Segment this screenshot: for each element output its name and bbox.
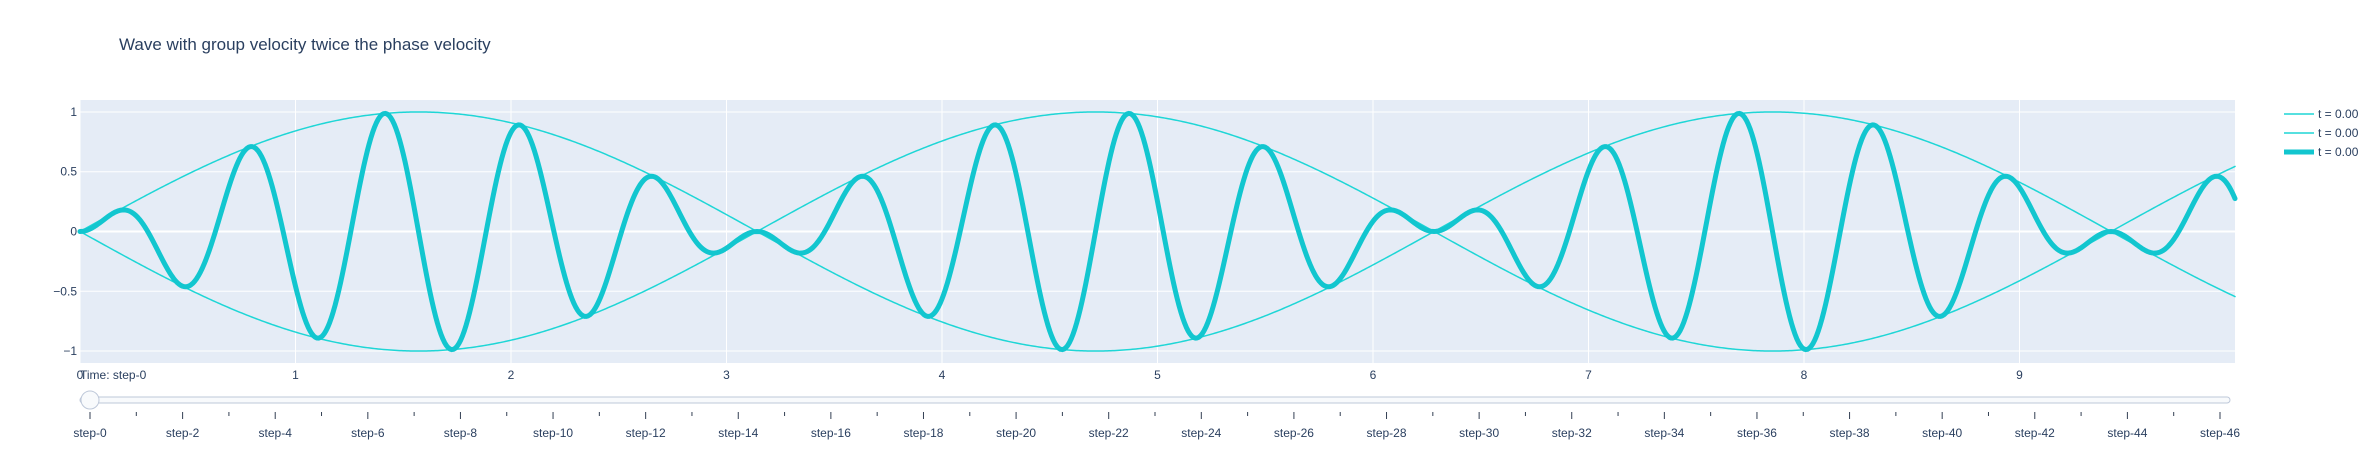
x-tick-label: 3 — [723, 368, 730, 382]
legend-label[interactable]: t = 0.00 — [2318, 126, 2359, 140]
series-layer — [77, 110, 2238, 353]
x-tick-label: 6 — [1370, 368, 1377, 382]
slider-step-label[interactable]: step-38 — [1830, 426, 1870, 440]
slider-step-label[interactable]: step-12 — [626, 426, 666, 440]
legend-label[interactable]: t = 0.00 — [2318, 145, 2359, 159]
slider-step-label[interactable]: step-20 — [996, 426, 1036, 440]
slider-step-label[interactable]: step-6 — [351, 426, 385, 440]
legend-label[interactable]: t = 0.00 — [2318, 107, 2359, 121]
slider-step-label[interactable]: step-14 — [718, 426, 758, 440]
slider-step-label[interactable]: step-10 — [533, 426, 573, 440]
slider-step-label[interactable]: step-46 — [2200, 426, 2240, 440]
x-tick-label: 2 — [508, 368, 515, 382]
y-tick-label: −1 — [63, 344, 77, 358]
slider-step-label[interactable]: step-44 — [2107, 426, 2147, 440]
chart-title: Wave with group velocity twice the phase… — [119, 35, 491, 54]
x-tick-label: 8 — [1801, 368, 1808, 382]
legend[interactable]: t = 0.00 t = 0.00 t = 0.00 — [2284, 107, 2359, 159]
slider-step-label[interactable]: step-0 — [73, 426, 107, 440]
slider-step-label[interactable]: step-8 — [444, 426, 478, 440]
slider-step-label[interactable]: step-4 — [259, 426, 293, 440]
slider-step-label[interactable]: step-42 — [2015, 426, 2055, 440]
slider-step-label[interactable]: step-34 — [1644, 426, 1684, 440]
y-tick-label: −0.5 — [53, 284, 77, 298]
slider-current-value: Time: step-0 — [80, 368, 147, 382]
x-tick-label: 9 — [2016, 368, 2023, 382]
y-tick-label: 0.5 — [60, 165, 77, 179]
x-tick-label: 5 — [1154, 368, 1161, 382]
slider-step-label[interactable]: step-2 — [166, 426, 200, 440]
y-tick-label: 1 — [70, 105, 77, 119]
slider-step-label[interactable]: step-22 — [1089, 426, 1129, 440]
slider-step-label[interactable]: step-18 — [903, 426, 943, 440]
series-line-2 — [77, 110, 2238, 353]
slider-ticks: step-0 step-2 step-4 step-6 step-8 step-10 ste… — [73, 412, 2240, 440]
slider-step-label[interactable]: step-30 — [1459, 426, 1499, 440]
slider-step-label[interactable]: step-24 — [1181, 426, 1221, 440]
slider-step-label[interactable]: step-26 — [1274, 426, 1314, 440]
x-tick-label: 0 — [77, 368, 84, 382]
time-slider[interactable]: Time: step-0 step-0 step-2 step-4 step-6 ste… — [73, 368, 2240, 440]
slider-step-label[interactable]: step-40 — [1922, 426, 1962, 440]
y-tick-label: 0 — [70, 225, 77, 239]
slider-step-label[interactable]: step-16 — [811, 426, 851, 440]
x-tick-label: 4 — [939, 368, 946, 382]
slider-step-label[interactable]: step-28 — [1367, 426, 1407, 440]
x-tick-label: 1 — [292, 368, 299, 382]
slider-step-label[interactable]: step-36 — [1737, 426, 1777, 440]
slider-grip[interactable] — [80, 390, 100, 410]
x-tick-labels: 0 1 2 3 4 5 6 7 8 9 — [77, 368, 2024, 382]
slider-rail[interactable] — [79, 396, 2231, 404]
series-line-1 — [79, 111, 2236, 352]
x-tick-label: 7 — [1585, 368, 1592, 382]
slider-step-label[interactable]: step-32 — [1552, 426, 1592, 440]
y-tick-labels: 1 0.5 0 −0.5 −1 — [53, 105, 77, 358]
